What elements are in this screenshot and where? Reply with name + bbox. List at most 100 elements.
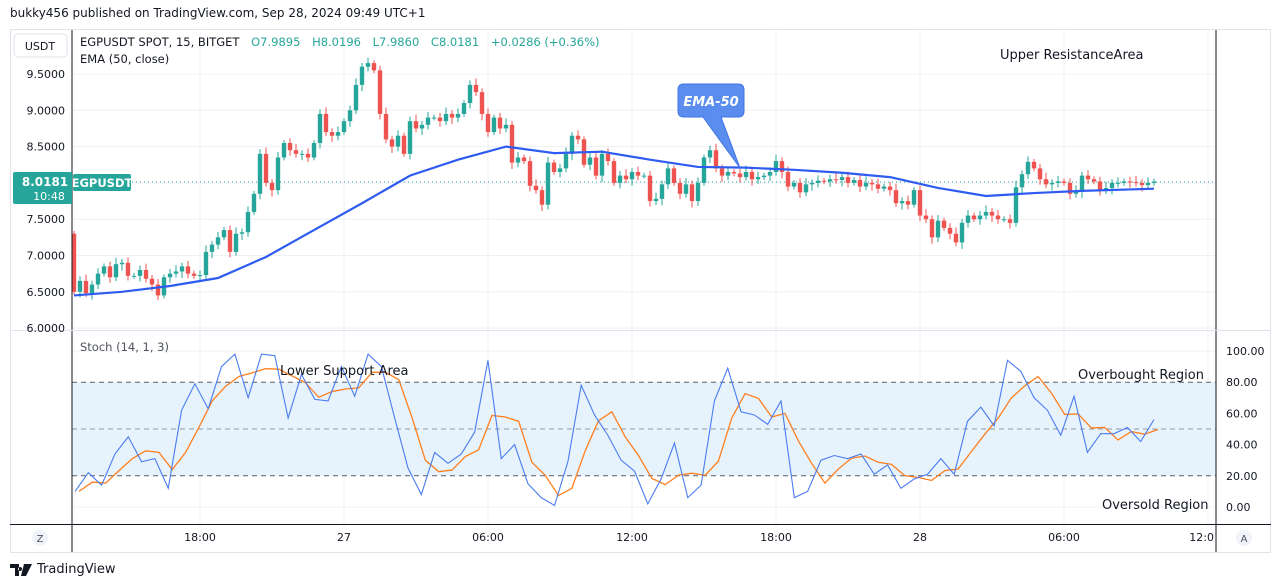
candle-body bbox=[665, 168, 671, 185]
candle-body bbox=[749, 172, 755, 180]
currency-button[interactable] bbox=[13, 33, 68, 58]
candle bbox=[491, 114, 497, 135]
candle-body bbox=[551, 162, 557, 173]
price-axis[interactable]: 9.5000 9.0000 8.5000 7.5000 7.0000 6.5000 6.00… bbox=[27, 68, 66, 335]
symbol-label: EGPUSDT SPOT, 15, BITGET bbox=[80, 35, 240, 49]
candle-body bbox=[227, 230, 233, 252]
stoch-legend[interactable]: Stoch (14, 1, 3) bbox=[80, 340, 169, 354]
candle bbox=[1049, 179, 1055, 191]
candle bbox=[179, 262, 185, 278]
candle-body bbox=[467, 84, 473, 104]
candle bbox=[233, 227, 239, 256]
candle bbox=[551, 159, 557, 175]
candle bbox=[815, 175, 821, 188]
candle-body bbox=[1121, 181, 1127, 183]
candle bbox=[1061, 178, 1067, 186]
candle-body bbox=[593, 157, 599, 176]
candle bbox=[947, 223, 953, 240]
candle bbox=[971, 212, 977, 223]
candle bbox=[503, 118, 509, 133]
candle-body bbox=[851, 179, 857, 183]
time-axis[interactable]: 18:00 27 06:00 12:00 18:00 28 06:00 12:0 bbox=[184, 531, 1214, 544]
candle-body bbox=[1007, 219, 1013, 223]
candle bbox=[101, 263, 107, 277]
candle bbox=[611, 158, 617, 186]
candle-body bbox=[1019, 174, 1025, 188]
candle bbox=[911, 187, 917, 208]
candle bbox=[1133, 175, 1139, 187]
stoch-k-line bbox=[74, 353, 1155, 507]
candle bbox=[731, 169, 737, 177]
zoom-button[interactable] bbox=[32, 530, 48, 546]
candle-body bbox=[1127, 181, 1133, 183]
candle bbox=[389, 135, 395, 153]
candle bbox=[557, 163, 563, 178]
candle bbox=[419, 121, 425, 135]
candle bbox=[449, 110, 455, 124]
candle bbox=[335, 126, 341, 141]
candle bbox=[317, 109, 323, 149]
candle bbox=[1091, 176, 1097, 185]
candle bbox=[413, 114, 419, 133]
candle-body bbox=[491, 117, 497, 133]
ema-callout[interactable]: EMA-50 bbox=[677, 83, 745, 169]
callout-text: EMA-50 bbox=[683, 95, 738, 110]
footer-brand[interactable]: TradingView bbox=[37, 562, 116, 577]
candle-body bbox=[455, 113, 461, 118]
candle bbox=[143, 263, 149, 283]
candle-body bbox=[935, 220, 941, 238]
candle-body bbox=[287, 142, 293, 151]
candle-body bbox=[281, 142, 287, 158]
candle-body bbox=[335, 132, 341, 136]
candle bbox=[1031, 158, 1037, 172]
stoch-axis[interactable]: 100.00 80.00 60.00 40.00 20.00 0.00 bbox=[1226, 345, 1265, 514]
candle bbox=[281, 140, 287, 161]
candle-body bbox=[413, 121, 419, 129]
candle-body bbox=[197, 275, 203, 277]
candle-body bbox=[371, 63, 377, 71]
candle bbox=[605, 148, 611, 166]
candle-body bbox=[647, 175, 653, 202]
candle-body bbox=[701, 157, 707, 183]
candle-body bbox=[1109, 182, 1115, 188]
candle bbox=[77, 276, 83, 298]
candle bbox=[455, 108, 461, 123]
candle bbox=[89, 280, 95, 300]
candle-body bbox=[917, 190, 923, 216]
price-tick-label: 6.0000 bbox=[27, 322, 66, 335]
price-tick-label: 9.0000 bbox=[27, 104, 66, 117]
candle bbox=[863, 176, 869, 191]
candle-body bbox=[611, 161, 617, 183]
candle bbox=[167, 269, 173, 283]
auto-scale-button[interactable] bbox=[1236, 530, 1252, 546]
candle bbox=[641, 172, 647, 179]
candle bbox=[893, 183, 899, 208]
candle-body bbox=[569, 135, 575, 154]
candle-body bbox=[167, 273, 173, 278]
candle-body bbox=[119, 262, 125, 265]
footer: TradingView bbox=[10, 562, 116, 577]
candle bbox=[533, 179, 539, 194]
bar-countdown: 10:48 bbox=[33, 190, 65, 203]
candle-body bbox=[587, 157, 593, 165]
candle bbox=[1013, 180, 1019, 227]
candle-body bbox=[905, 201, 911, 205]
candle-body bbox=[725, 172, 731, 176]
legend-line: EGPUSDT SPOT, 15, BITGET O7.9895 H8.0196… bbox=[80, 35, 600, 49]
candle-body bbox=[407, 121, 413, 154]
candle-body bbox=[275, 157, 281, 191]
ema-legend[interactable]: EMA (50, close) bbox=[80, 52, 169, 66]
high-value: H8.0196 bbox=[312, 35, 361, 49]
candle-body bbox=[761, 175, 767, 178]
candle-body bbox=[563, 153, 569, 169]
candle bbox=[737, 168, 743, 183]
candle bbox=[821, 177, 827, 185]
close-value: C8.0181 bbox=[431, 35, 479, 49]
candle bbox=[515, 151, 521, 168]
candle-body bbox=[323, 113, 329, 133]
candle bbox=[569, 131, 575, 161]
candle-body bbox=[1013, 187, 1019, 223]
stoch-tick-label: 0.00 bbox=[1226, 501, 1251, 514]
candle-body bbox=[245, 211, 251, 233]
